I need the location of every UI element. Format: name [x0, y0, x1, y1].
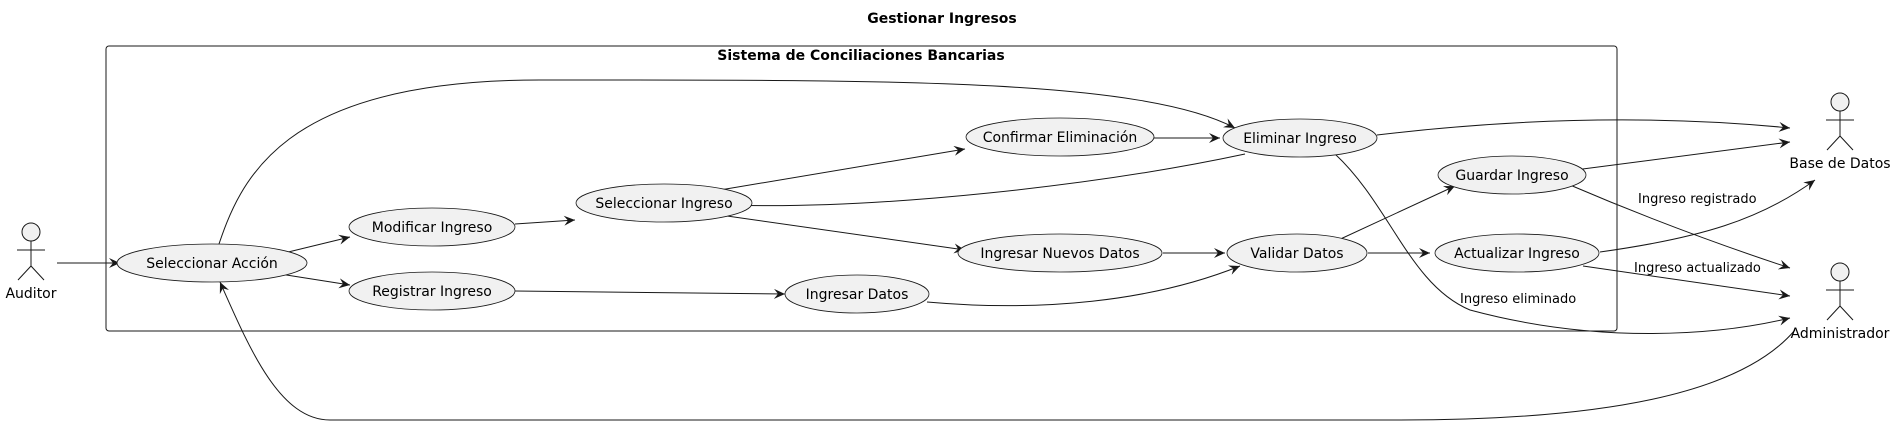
- edge-registrar-ingresar-datos: [514, 288, 786, 299]
- use-case-seleccionar-ingreso[interactable]: Seleccionar Ingreso: [575, 183, 753, 223]
- use-case-label: Eliminar Ingreso: [1243, 131, 1357, 147]
- edge-eliminar-base-datos: [1376, 119, 1791, 136]
- use-case-label: Validar Datos: [1250, 246, 1343, 262]
- use-case-label: Seleccionar Ingreso: [595, 196, 732, 212]
- use-case-label: Guardar Ingreso: [1455, 168, 1568, 184]
- edge-accion-eliminar: [216, 79, 1236, 251]
- edge-modificar-seleccionar-ingreso: [514, 215, 576, 226]
- actor-administrador[interactable]: Administrador: [1791, 262, 1890, 342]
- use-case-ingresar-datos[interactable]: Ingresar Datos: [784, 274, 930, 314]
- edge-actualizar-administrador: [1582, 265, 1791, 300]
- use-case-actualizar-ingreso[interactable]: Actualizar Ingreso: [1434, 233, 1600, 273]
- edge-accion-modificar: [279, 234, 351, 255]
- use-case-ingresar-nuevos-datos[interactable]: Ingresar Nuevos Datos: [957, 233, 1163, 273]
- actor-label: Administrador: [1791, 326, 1890, 342]
- diagram-title: Gestionar Ingresos: [867, 11, 1017, 27]
- use-case-modificar-ingreso[interactable]: Modificar Ingreso: [348, 207, 516, 247]
- edge-accion-registrar: [279, 273, 351, 289]
- edge-guardar-administrador: [1569, 184, 1791, 270]
- stick-figure-icon: [17, 222, 45, 281]
- use-case-label: Registrar Ingreso: [372, 284, 492, 300]
- edge-validar-guardar: [1333, 185, 1456, 243]
- use-case-label: Actualizar Ingreso: [1454, 246, 1580, 262]
- edge-actualizar-base-datos: [1599, 179, 1816, 253]
- use-case-label: Modificar Ingreso: [372, 220, 493, 236]
- edge-ingresar-datos-validar: [926, 265, 1241, 307]
- use-case-label: Seleccionar Acción: [146, 256, 278, 272]
- edge-label-registrado: Ingreso registrado: [1638, 192, 1757, 207]
- edge-eliminar-administrador: [1334, 153, 1791, 334]
- edge-seleccionar-confirmar: [719, 145, 966, 191]
- actor-base-de-datos[interactable]: Base de Datos: [1789, 92, 1891, 172]
- edge-label-actualizado: Ingreso actualizado: [1634, 261, 1761, 276]
- actor-label: Base de Datos: [1789, 156, 1890, 172]
- actor-label: Auditor: [5, 286, 56, 302]
- use-case-label: Ingresar Nuevos Datos: [980, 246, 1139, 262]
- edges: [57, 79, 1816, 421]
- system-boundary: [105, 45, 1618, 332]
- use-case-confirmar-eliminacion[interactable]: Confirmar Eliminación: [965, 117, 1155, 157]
- use-case-guardar-ingreso[interactable]: Guardar Ingreso: [1437, 155, 1587, 195]
- stick-figure-icon: [1826, 262, 1854, 321]
- system-title: Sistema de Conciliaciones Bancarias: [717, 48, 1004, 64]
- edge-seleccionar-nuevos-datos: [719, 214, 966, 254]
- edge-label-eliminado: Ingreso eliminado: [1460, 292, 1576, 307]
- use-case-seleccionar-accion[interactable]: Seleccionar Acción: [116, 243, 308, 283]
- edge-guardar-base-datos: [1574, 138, 1791, 171]
- actor-auditor[interactable]: Auditor: [5, 222, 57, 302]
- use-case-eliminar-ingreso[interactable]: Eliminar Ingreso: [1222, 118, 1378, 158]
- stick-figure-icon: [1826, 92, 1854, 151]
- use-case-validar-datos[interactable]: Validar Datos: [1226, 233, 1368, 273]
- use-case-registrar-ingreso[interactable]: Registrar Ingreso: [348, 271, 516, 311]
- use-case-label: Confirmar Eliminación: [983, 130, 1138, 146]
- edge-eliminar-seleccionar: [724, 153, 1246, 211]
- use-case-label: Ingresar Datos: [806, 287, 909, 303]
- edge-administrador-accion: [219, 281, 1796, 421]
